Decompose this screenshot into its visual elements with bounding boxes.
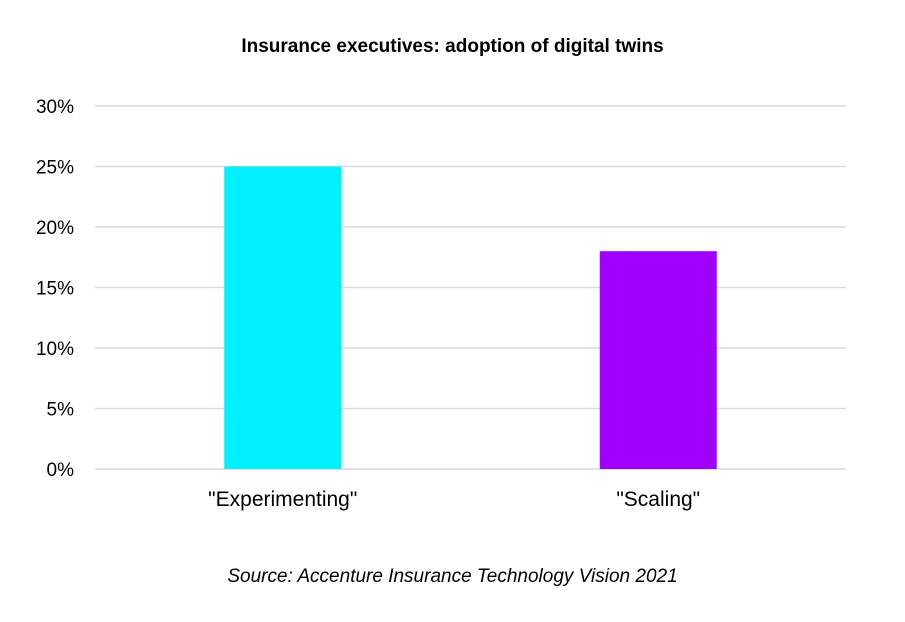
chart-title: Insurance executives: adoption of digita… <box>241 36 664 57</box>
x-tick-label: "Scaling" <box>616 488 700 511</box>
bar <box>599 251 717 469</box>
y-tick-label: 0% <box>47 460 75 481</box>
y-tick-label: 15% <box>36 279 74 300</box>
y-tick-label: 25% <box>36 158 74 179</box>
y-tick-label: 10% <box>36 339 74 360</box>
bar <box>224 166 342 469</box>
y-tick-label: 30% <box>36 97 74 118</box>
x-tick-label: "Experimenting" <box>208 488 357 511</box>
source-note: Source: Accenture Insurance Technology V… <box>227 566 678 587</box>
y-tick-label: 5% <box>47 400 75 421</box>
y-tick-label: 20% <box>36 218 74 239</box>
